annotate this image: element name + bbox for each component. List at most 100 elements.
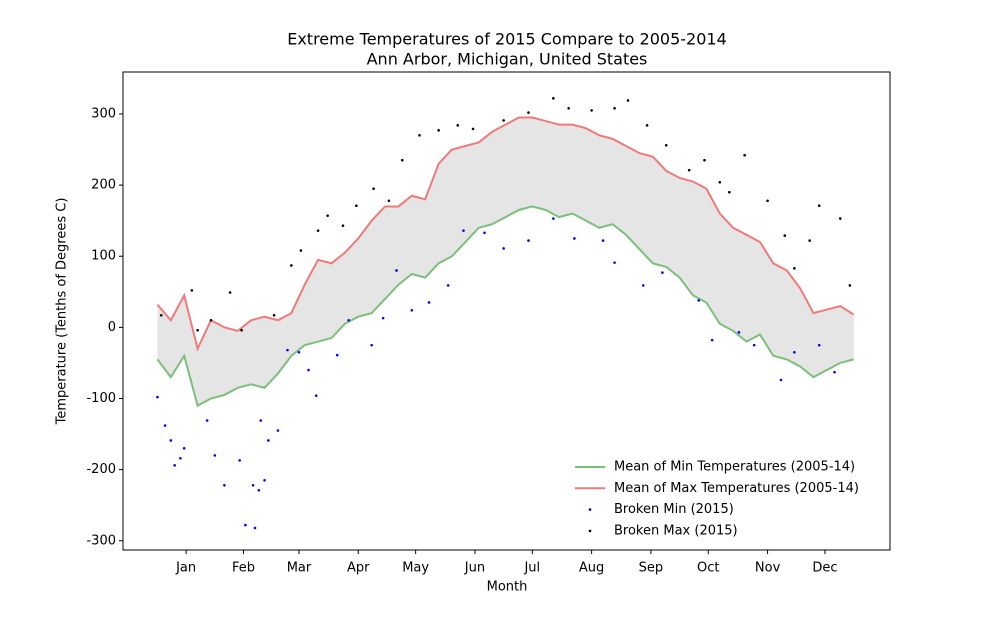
fill-between — [157, 117, 854, 406]
scatter-point — [718, 180, 722, 184]
scatter-point — [567, 106, 570, 110]
x-tick-label: Aug — [579, 561, 604, 576]
scatter-point — [552, 97, 555, 100]
scatter-point — [838, 217, 842, 220]
y-tick-label: 0 — [108, 320, 116, 335]
scatter-point — [817, 343, 821, 347]
line — [156, 116, 855, 352]
scatter-point — [573, 237, 576, 240]
scatter-point — [395, 269, 398, 272]
scatter-point — [710, 338, 714, 342]
scatter-point — [437, 129, 440, 132]
scatter-point — [316, 229, 320, 232]
scatter-point — [410, 308, 414, 312]
scatter-point — [613, 261, 616, 264]
scatter-point — [687, 168, 691, 172]
chart-title: Extreme Temperatures of 2015 Compare to … — [287, 30, 727, 49]
scatter-point — [238, 459, 241, 462]
scatter-point — [728, 190, 731, 194]
x-tick-label: Jul — [523, 561, 540, 576]
scatter-point — [370, 343, 373, 347]
legend-label: Broken Min (2015) — [614, 502, 734, 517]
scatter-point — [601, 239, 605, 242]
scatter-point — [182, 446, 186, 450]
scatter-point — [173, 464, 176, 467]
scatter-point — [286, 348, 289, 352]
scatter-point — [808, 239, 811, 242]
scatter-point — [793, 267, 796, 270]
scatter-point — [502, 247, 505, 250]
scatter-point — [527, 111, 530, 114]
scatter-point — [159, 313, 163, 317]
scatter-point — [381, 316, 385, 320]
scatter-point — [205, 419, 209, 422]
scatter-point — [272, 313, 276, 317]
x-tick-label: Sep — [639, 561, 664, 576]
scatter-point — [259, 419, 263, 422]
y-tick-label: -200 — [86, 462, 116, 477]
legend-label: Broken Max (2015) — [614, 523, 738, 538]
x-axis-label: Month — [487, 580, 528, 595]
x-tick-label: Jun — [464, 561, 485, 576]
scatter-point — [299, 249, 303, 252]
scatter-point — [209, 318, 213, 322]
y-tick-label: -300 — [86, 533, 116, 548]
x-tick-label: Mar — [287, 561, 312, 576]
scatter-point — [355, 204, 358, 208]
scatter-point — [335, 353, 339, 357]
scatter-point — [307, 368, 310, 372]
scatter-point — [817, 204, 821, 208]
scatter-point — [341, 224, 345, 227]
scatter-point — [483, 231, 486, 235]
line — [156, 205, 854, 408]
x-tick-label: Jan — [175, 561, 196, 576]
scatter-point — [613, 106, 616, 110]
x-tick-label: Apr — [347, 561, 370, 576]
plot-frame — [122, 71, 891, 551]
y-axis-label: Temperature (Tenths of Degrees C) — [55, 198, 70, 426]
scatter-point — [190, 289, 194, 292]
scatter-point — [387, 199, 391, 203]
scatter-point — [169, 439, 173, 442]
scatter-point — [314, 394, 318, 397]
scatter-point — [267, 439, 270, 442]
x-tick-label: May — [402, 561, 429, 576]
scatter-point — [253, 526, 257, 530]
scatter-point — [743, 153, 746, 157]
scatter-point — [783, 234, 787, 237]
chart-subtitle: Ann Arbor, Michigan, United States — [367, 50, 648, 69]
scatter-point — [446, 284, 450, 287]
scatter-point — [703, 158, 706, 162]
scatter-point — [244, 523, 247, 527]
legend-label: Mean of Min Temperatures (2005-14) — [614, 460, 855, 475]
scatter-point — [347, 318, 351, 322]
scatter-point — [228, 291, 232, 294]
scatter-point — [163, 424, 167, 427]
scatter-point — [590, 109, 593, 112]
scatter-point — [179, 456, 182, 460]
scatter-point — [471, 127, 475, 131]
scatter-point — [251, 483, 255, 487]
legend-swatch — [588, 529, 592, 533]
scatter-point — [552, 217, 555, 220]
scatter-point — [240, 328, 243, 332]
scatter-point — [502, 119, 505, 122]
legend-swatch — [588, 508, 592, 511]
scatter-point — [297, 350, 301, 354]
scatter-point — [257, 488, 261, 492]
y-tick-label: 200 — [91, 178, 116, 193]
scatter-point — [661, 271, 664, 274]
scatter-point — [427, 301, 431, 304]
scatter-point — [779, 378, 783, 382]
scatter-point — [641, 284, 645, 287]
scatter-point — [793, 350, 796, 354]
y-tick-label: -100 — [86, 391, 116, 406]
scatter-point — [418, 134, 421, 137]
scatter-point — [196, 328, 199, 332]
scatter-point — [372, 187, 375, 190]
x-tick-label: Dec — [812, 561, 837, 576]
scatter-point — [626, 99, 630, 102]
scatter-point — [223, 483, 226, 487]
scatter-point — [833, 370, 836, 374]
